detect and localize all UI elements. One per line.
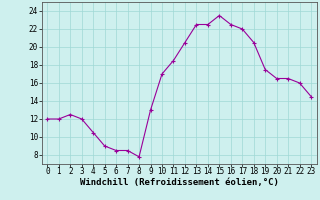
X-axis label: Windchill (Refroidissement éolien,°C): Windchill (Refroidissement éolien,°C) [80,178,279,187]
